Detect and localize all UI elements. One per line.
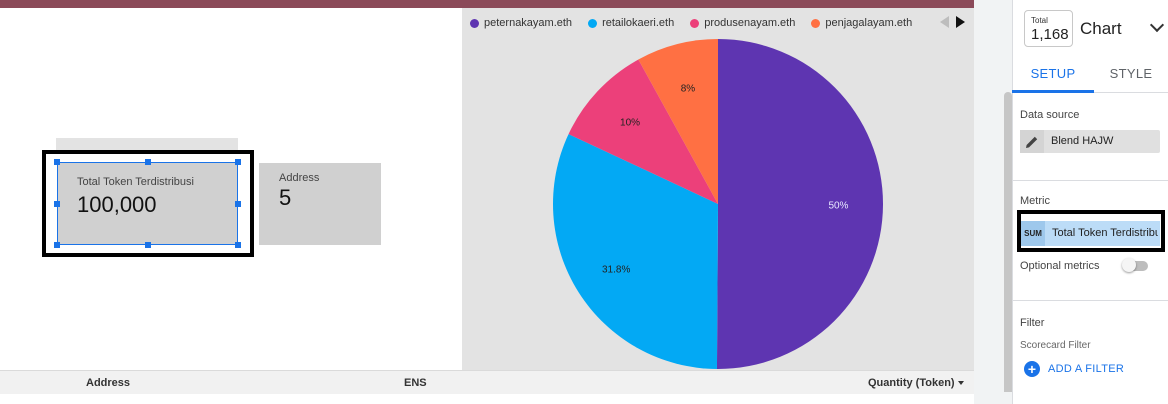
- table-header: Address ENS Quantity (Token): [0, 370, 974, 394]
- scorecard-label: Address: [279, 172, 320, 184]
- resize-handle-bottom-left[interactable]: [54, 242, 60, 248]
- sort-descending-icon[interactable]: [958, 381, 964, 385]
- legend-swatch: [690, 18, 700, 28]
- legend-label: peternakayam.eth: [484, 17, 573, 29]
- filter-heading: Filter: [1020, 317, 1045, 329]
- edit-data-source-button[interactable]: [1020, 130, 1044, 153]
- pie-slice-label: 8%: [681, 83, 696, 94]
- add-filter-label: ADD A FILTER: [1048, 363, 1125, 375]
- scorecard-filter-label: Scorecard Filter: [1020, 340, 1091, 351]
- scorecard-address[interactable]: Address 5: [259, 163, 381, 245]
- legend-swatch: [588, 18, 598, 28]
- legend-item[interactable]: peternakayam.eth: [470, 17, 572, 29]
- resize-handle-bottom-right[interactable]: [235, 242, 241, 248]
- legend-label: retailokaeri.eth: [602, 17, 675, 29]
- resize-handle-top-right[interactable]: [235, 159, 241, 165]
- pencil-icon: [1026, 136, 1038, 148]
- aggregation-badge[interactable]: SUM: [1021, 221, 1045, 246]
- legend-prev-arrow-icon[interactable]: [940, 16, 949, 28]
- report-top-bar: [0, 0, 974, 8]
- data-source-selector[interactable]: Blend HAJW: [1020, 130, 1160, 153]
- panel-scrollbar[interactable]: [1004, 92, 1012, 404]
- scorecard-label: Total Token Terdistribusi: [77, 176, 194, 188]
- selection-outline: [57, 162, 238, 245]
- resize-handle-top-left[interactable]: [54, 159, 60, 165]
- metric-chip[interactable]: SUM Total Token Terdistribusi: [1021, 221, 1160, 246]
- properties-panel: [1012, 0, 1168, 404]
- resize-handle-left[interactable]: [54, 201, 60, 207]
- panel-scrollbar-end: [1004, 392, 1012, 404]
- tab-setup[interactable]: SETUP: [1030, 66, 1076, 81]
- optional-metrics-toggle[interactable]: [1124, 261, 1148, 271]
- column-header-quantity[interactable]: Quantity (Token): [868, 377, 955, 389]
- legend-label: penjagalayam.eth: [825, 17, 913, 29]
- table-row[interactable]: [0, 394, 974, 404]
- pie-slice-label: 50%: [828, 200, 848, 211]
- column-header-ens[interactable]: ENS: [404, 377, 427, 389]
- data-source-name: Blend HAJW: [1051, 135, 1114, 147]
- pie-slice-label: 31.8%: [602, 264, 630, 275]
- legend-item[interactable]: retailokaeri.eth: [588, 17, 674, 29]
- scorecard-value: 5: [279, 185, 292, 210]
- pie-slice-peternakayam-eth[interactable]: [716, 39, 884, 369]
- legend-swatch: [811, 18, 821, 28]
- metric-name: Total Token Terdistribusi: [1052, 227, 1158, 239]
- data-source-heading: Data source: [1020, 109, 1080, 121]
- add-filter-button[interactable]: + ADD A FILTER: [1024, 360, 1124, 378]
- section-divider: [1012, 180, 1168, 181]
- tab-style[interactable]: STYLE: [1109, 66, 1153, 81]
- active-tab-indicator: [1012, 90, 1094, 93]
- resize-handle-bottom[interactable]: [145, 242, 151, 248]
- pie-slice-label: 10%: [620, 118, 640, 129]
- canvas-ghost-strip: [56, 138, 238, 150]
- legend-item[interactable]: produsenayam.eth: [690, 17, 795, 29]
- section-divider: [1012, 300, 1168, 301]
- scorecard-value: 100,000: [77, 192, 157, 217]
- legend-swatch: [470, 18, 479, 28]
- legend-label: produsenayam.eth: [704, 17, 796, 29]
- legend-next-arrow-icon[interactable]: [956, 16, 965, 28]
- chart-type-title[interactable]: Chart: [1080, 19, 1122, 38]
- column-header-address[interactable]: Address: [86, 377, 131, 389]
- toggle-knob[interactable]: [1122, 258, 1136, 272]
- pie-slice-penjagalayam-eth[interactable]: [638, 39, 718, 204]
- metric-highlight: [1017, 210, 1165, 252]
- legend-item[interactable]: penjagalayam.eth: [811, 17, 912, 29]
- scorecard-total-token[interactable]: Total Token Terdistribusi 100,000: [57, 162, 238, 245]
- pie-slice-produsenayam-eth[interactable]: [568, 59, 718, 204]
- pie-chart[interactable]: 50% 31.8% 10% 8%: [462, 8, 974, 370]
- plus-circle-icon: +: [1024, 361, 1040, 377]
- resize-handle-top[interactable]: [145, 159, 151, 165]
- pie-slice-retailokaeri-eth[interactable]: [553, 134, 718, 369]
- optional-metrics-label: Optional metrics: [1020, 260, 1100, 272]
- chart-legend: peternakayam.eth retailokaeri.eth produs…: [470, 14, 928, 32]
- resize-handle-right[interactable]: [235, 201, 241, 207]
- badge-value: 1,168: [1031, 26, 1069, 43]
- chart-type-badge[interactable]: Total 1,168: [1024, 10, 1073, 47]
- badge-label: Total: [1031, 16, 1048, 25]
- metric-heading: Metric: [1020, 195, 1050, 207]
- selected-chart-highlight: [42, 150, 254, 257]
